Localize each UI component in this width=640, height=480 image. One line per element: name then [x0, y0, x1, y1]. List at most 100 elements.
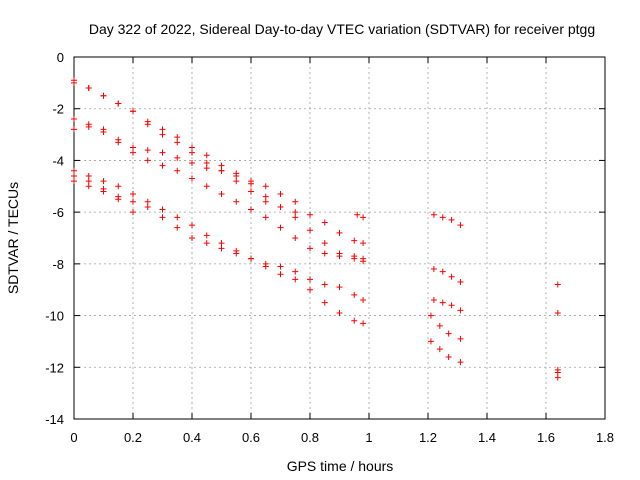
data-point [360, 297, 367, 304]
data-point [262, 263, 269, 270]
data-point [554, 281, 561, 288]
data-point [189, 222, 195, 229]
data-point [336, 229, 343, 236]
data-point [307, 245, 313, 252]
data-point [71, 172, 77, 179]
x-tick-label: 1.8 [596, 430, 614, 445]
data-point [85, 85, 92, 92]
data-point [360, 214, 367, 221]
data-point [307, 276, 313, 283]
y-tick-label: -6 [52, 205, 64, 220]
data-point [292, 209, 299, 216]
data-point [457, 359, 464, 366]
data-point [144, 118, 151, 125]
data-point [144, 203, 151, 210]
x-tick-label: 1.6 [537, 430, 555, 445]
data-point [439, 214, 446, 221]
data-point [321, 250, 328, 257]
data-point [448, 216, 455, 223]
data-point [203, 240, 210, 247]
data-point [321, 299, 328, 306]
data-point [85, 183, 92, 190]
y-tick-label: -4 [52, 153, 64, 168]
data-point [427, 338, 434, 345]
data-point [233, 172, 240, 179]
x-tick-label: 0.4 [183, 430, 201, 445]
data-point [203, 232, 210, 239]
data-point [189, 235, 195, 241]
data-point [218, 245, 225, 252]
chart-title: Day 322 of 2022, Sidereal Day-to-day VTE… [89, 21, 595, 37]
data-point [130, 108, 136, 115]
data-point [174, 167, 181, 174]
data-point [457, 307, 464, 314]
data-point [439, 299, 446, 306]
data-point [174, 154, 181, 161]
series-track-k [430, 297, 464, 314]
data-point [71, 77, 77, 84]
data-point [85, 123, 92, 130]
data-point [436, 346, 443, 353]
data-point [436, 322, 443, 329]
y-axis-label: SDTVAR / TECUs [5, 182, 21, 294]
data-point [427, 312, 434, 319]
data-point [115, 139, 122, 146]
data-point [439, 268, 446, 275]
data-point [130, 198, 136, 205]
data-point [203, 160, 210, 167]
y-tick-label: -2 [52, 102, 64, 117]
data-point [292, 214, 299, 221]
data-point [189, 144, 195, 151]
data-point [351, 317, 358, 324]
data-point [203, 183, 210, 190]
data-point [248, 206, 254, 213]
series-track-a [71, 79, 367, 247]
x-tick-label: 0.6 [242, 430, 260, 445]
series-track-j [430, 266, 464, 285]
data-point [144, 198, 151, 205]
tick-layer: 0 0.2 0.4 0.6 0.8 1 1.2 1.4 1.6 1.8 0 -2 -4 -6 -8 -10 -1… [45, 50, 614, 445]
data-point [174, 139, 181, 146]
data-point [115, 100, 122, 107]
data-point [262, 214, 269, 221]
data-point [71, 126, 77, 133]
series-track-i [430, 211, 464, 229]
series-track-n [554, 281, 561, 288]
data-point [100, 178, 107, 185]
series-track-m [427, 338, 464, 366]
data-point [189, 149, 195, 156]
grid-layer [74, 57, 605, 419]
data-point [351, 237, 358, 244]
data-point [277, 263, 284, 270]
data-point [144, 157, 151, 164]
data-point [248, 178, 254, 185]
data-point [457, 222, 464, 229]
data-point [307, 286, 313, 293]
data-point [85, 178, 92, 185]
x-tick-label: 1.2 [419, 430, 437, 445]
data-point [233, 198, 240, 205]
data-point [203, 165, 210, 172]
data-point [351, 253, 358, 260]
data-point [307, 211, 313, 218]
series-track-h [354, 211, 367, 221]
data-point [130, 191, 136, 198]
data-point [336, 309, 343, 316]
data-point [218, 167, 225, 174]
data-point [71, 178, 77, 185]
data-point [554, 309, 561, 316]
data-point [554, 374, 561, 381]
y-tick-label: -10 [45, 309, 64, 324]
y-tick-label: -14 [45, 412, 64, 427]
data-point [248, 188, 254, 195]
data-point [100, 128, 107, 135]
data-point [159, 131, 166, 138]
y-tick-label: 0 [57, 50, 64, 65]
x-tick-label: 1.4 [478, 430, 496, 445]
data-point [351, 291, 358, 298]
data-point [159, 162, 166, 169]
data-point [307, 227, 313, 234]
series-track-g [71, 178, 367, 327]
